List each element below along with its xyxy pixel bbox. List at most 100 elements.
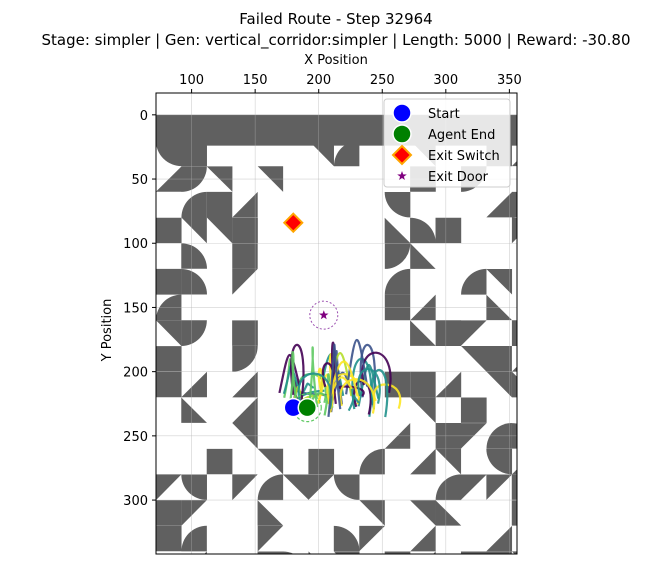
- wall-tile: [435, 448, 462, 475]
- legend-marker: [392, 124, 412, 144]
- wall-tile: [486, 371, 512, 398]
- agent-end-marker: [297, 397, 318, 418]
- wall-tile: [435, 371, 462, 398]
- wall-tile: [384, 268, 411, 295]
- wall-tile: [359, 525, 385, 552]
- wall-tile: [511, 217, 517, 244]
- legend: Start Agent End Exit Switch Exit Door: [383, 98, 511, 188]
- wall-tile: [384, 423, 411, 449]
- wall-tile: [486, 345, 512, 372]
- x-tick-label: 150: [243, 73, 268, 88]
- legend-label: Exit Switch: [428, 149, 500, 164]
- trajectory-segment: [288, 351, 298, 410]
- wall-tile: [232, 397, 258, 424]
- wall-tile: [181, 269, 207, 295]
- wall-tile: [156, 217, 182, 244]
- legend-label: Start: [428, 107, 460, 122]
- y-tick-label: 300: [123, 494, 148, 509]
- wall-tile: [232, 217, 258, 244]
- x-tick-label: 300: [433, 73, 458, 88]
- wall-tile: [435, 500, 462, 526]
- wall-tile: [384, 243, 411, 269]
- wall-tile: [486, 192, 513, 218]
- wall-tile: [511, 320, 517, 346]
- wall-tile: [257, 448, 284, 475]
- legend-marker: [397, 171, 407, 180]
- wall-tile: [359, 500, 385, 526]
- trajectory-segment: [326, 381, 335, 413]
- wall-tile: [232, 191, 258, 218]
- wall-tile: [181, 397, 207, 423]
- exit-switch-marker: [282, 212, 304, 234]
- wall-tile: [181, 217, 207, 244]
- trajectory-segment: [278, 353, 301, 394]
- wall-tile: [206, 191, 233, 218]
- wall-tile: [433, 551, 436, 554]
- wall-tile: [460, 320, 487, 346]
- wall-tile: [232, 320, 258, 346]
- y-tick-label: 100: [123, 237, 148, 252]
- wall-tile: [511, 371, 517, 398]
- wall-tile: [204, 551, 207, 554]
- wall-tile: [156, 474, 182, 501]
- wall-tile: [435, 474, 462, 501]
- y-tick-label: 0: [140, 109, 148, 124]
- wall-tile: [511, 474, 517, 500]
- wall-tile: [410, 294, 436, 321]
- wall-tile: [181, 474, 207, 500]
- y-tick-label: 250: [123, 430, 148, 445]
- wall-tile: [511, 191, 517, 218]
- trajectory-segment: [317, 367, 324, 404]
- wall-tile: [308, 551, 312, 554]
- wall-tile: [156, 320, 182, 346]
- wall-tile: [511, 469, 517, 475]
- wall-tile: [486, 448, 513, 475]
- chart-subtitle: Stage: simpler | Gen: vertical_corridor:…: [42, 31, 631, 50]
- trajectory-segment: [327, 343, 342, 417]
- exit-door-radius: [309, 300, 339, 330]
- y-tick-label: 200: [123, 366, 148, 381]
- x-ticks: 100 150 200 250 300 350: [179, 73, 522, 93]
- legend-marker: [391, 144, 413, 166]
- wall-tile: [384, 192, 411, 218]
- wall-tile: [333, 525, 360, 552]
- wall-tile: [435, 320, 462, 346]
- x-axis-label: X Position: [304, 53, 368, 68]
- wall-tile: [410, 320, 436, 346]
- trajectory-segment: [345, 338, 369, 395]
- wall-tile: [181, 320, 207, 346]
- wall-tile: [156, 268, 182, 295]
- wall-tile: [308, 140, 334, 167]
- exit-door-marker: [319, 310, 329, 320]
- wall-tile: [486, 474, 513, 500]
- wall-tile: [181, 371, 207, 398]
- wall-tile: [181, 525, 207, 552]
- x-tick-label: 200: [306, 73, 331, 88]
- wall-tile: [486, 525, 513, 552]
- wall-tile: [156, 525, 182, 552]
- wall-tile: [181, 500, 207, 526]
- y-axis-label: Y Position: [100, 299, 115, 363]
- x-tick-label: 100: [179, 73, 204, 88]
- wall-tile: [410, 371, 436, 398]
- wall-tile: [486, 551, 512, 554]
- y-tick-label: 50: [131, 173, 148, 188]
- wall-tile: [181, 140, 207, 167]
- chart-title: Failed Route - Step 32964: [239, 10, 432, 28]
- wall-tile: [156, 371, 182, 398]
- legend-label: Exit Door: [428, 170, 489, 185]
- x-tick-label: 350: [497, 73, 522, 88]
- wall-tile: [511, 500, 517, 526]
- wall-tile: [460, 423, 487, 449]
- wall-tile: [410, 217, 436, 244]
- legend-box: [383, 98, 511, 188]
- route-markers: [282, 212, 329, 418]
- wall-tile: [410, 243, 436, 269]
- wall-tile: [206, 217, 233, 244]
- wall-tile: [460, 397, 487, 423]
- wall-tile: [257, 525, 284, 552]
- wall-tile: [181, 243, 207, 269]
- wall-tile: [333, 474, 360, 500]
- wall-tile: [461, 268, 487, 295]
